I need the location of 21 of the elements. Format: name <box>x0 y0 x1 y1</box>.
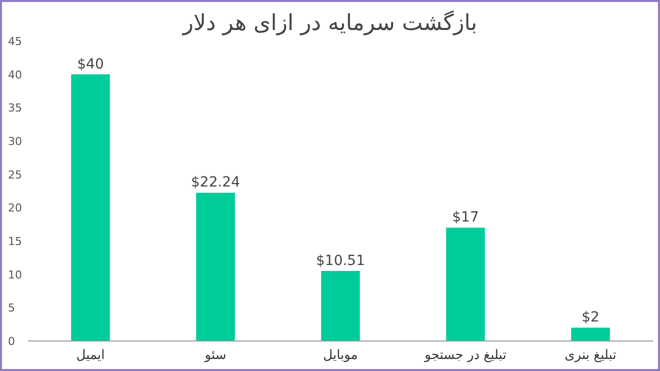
ytick: 30 <box>8 135 22 148</box>
ytick: 15 <box>8 235 22 248</box>
data-label: $17 <box>452 210 479 226</box>
xtick: تبلیغ در جستجو <box>424 348 506 363</box>
ytick: 5 <box>8 302 15 315</box>
title: بازگشت سرمایه در ازای هر دلار <box>182 11 478 36</box>
xtick: سئو <box>204 348 226 363</box>
xtick: تبلیغ بنری <box>564 348 616 363</box>
ytick: 10 <box>8 268 22 282</box>
data-label: $2 <box>582 310 600 326</box>
ytick: 25 <box>8 168 22 182</box>
xtick: ایمیل <box>76 348 105 363</box>
data-label: $10.51 <box>316 252 365 269</box>
data-label: $22.24 <box>191 174 240 191</box>
ytick: 45 <box>8 35 22 48</box>
ytick: 40 <box>8 68 22 82</box>
xtick: موبایل <box>323 348 358 363</box>
ytick: 0 <box>8 335 15 348</box>
ytick: 20 <box>8 202 22 215</box>
ytick: 35 <box>8 102 22 115</box>
data-label: $40 <box>77 56 104 72</box>
